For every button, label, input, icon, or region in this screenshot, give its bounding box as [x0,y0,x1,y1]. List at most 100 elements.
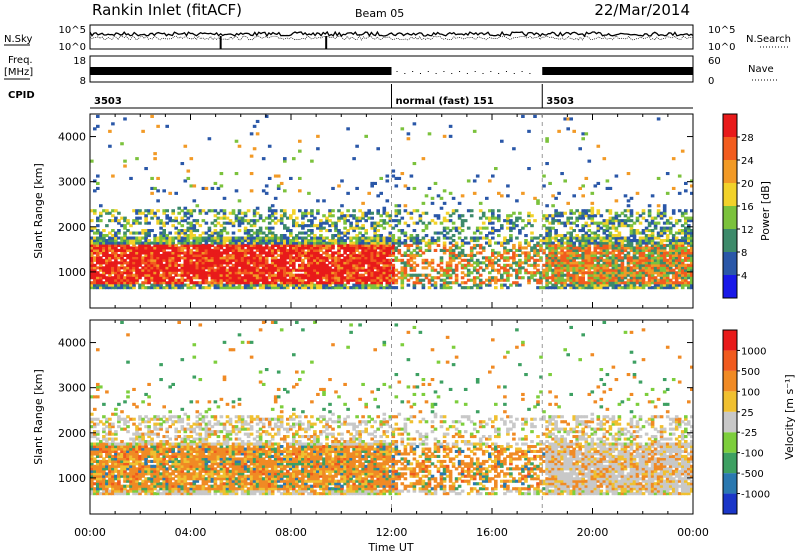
power-cell [319,243,323,247]
power-cell [469,258,474,262]
power-cell [340,216,344,220]
power-cell [364,258,368,262]
power-cell [343,278,347,282]
nave-dot [427,71,429,72]
power-cell [135,256,139,260]
power-cell [373,258,377,262]
power-cell [243,214,248,218]
velocity-cell [96,492,100,496]
power-cell [307,256,311,260]
power-cell [298,246,302,250]
power-cell [108,246,112,250]
power-cell [364,253,368,257]
power-cell [349,236,353,240]
power-cell [328,239,332,243]
power-cell [117,276,121,280]
power-cell [433,221,438,225]
power-cell [289,263,293,267]
power-colorbar-tick-label: 12 [741,225,754,236]
power-cell [237,253,242,257]
power-cell [650,231,655,235]
power-cell [445,261,450,265]
power-cell [409,253,414,257]
power-cell [656,231,661,235]
power-cell [614,216,619,220]
power-cell [662,276,667,280]
power-cell [584,241,589,245]
power-cell [141,243,145,247]
power-cell [684,276,688,280]
power-cell [687,253,691,257]
power-cell [403,231,408,235]
power-cell [358,261,362,265]
power-cell [352,241,356,245]
power-cell [207,281,212,285]
power-cell [644,241,649,245]
power-cell [90,243,94,247]
power-cell [593,258,598,262]
power-cell [264,191,269,195]
power-cell [512,268,516,272]
power-cell [485,236,489,240]
power-cell [162,246,166,250]
power-cell [439,273,444,277]
power-cell [361,248,365,252]
power-cell [536,248,540,252]
power-cell [231,236,236,240]
power-cell [379,236,383,240]
power-cell [596,261,601,265]
power-cell [394,204,399,208]
power-cell [204,271,209,275]
power-cell [319,261,323,265]
power-cell [572,236,576,240]
power-cell [126,239,130,243]
power-cell [216,248,221,252]
power-cell [671,211,676,215]
power-cell [126,246,130,250]
power-cell [135,236,139,240]
velocity-cell [105,447,109,451]
power-cell [364,239,368,243]
power-cell [316,239,320,243]
power-cell [319,229,323,233]
power-cell [180,236,185,240]
power-cell [198,256,203,260]
power-cell [249,234,254,238]
velocity-cell [105,432,109,436]
power-cell [668,283,673,287]
power-cell [267,239,272,243]
power-cell [225,221,230,225]
power-cell [111,278,115,282]
power-cell [286,256,290,260]
power-cell [614,271,619,275]
velocity-cell [114,459,118,463]
power-cell [114,263,118,267]
power-cell [551,258,555,262]
power-cell [578,186,582,190]
power-cell [255,219,260,223]
power-cell [261,236,266,240]
power-cell [608,268,613,272]
power-cell [159,278,163,282]
power-cell [566,248,570,252]
power-cell [506,226,510,230]
power-cell [207,243,212,247]
power-cell [578,236,582,240]
power-cell [566,231,570,235]
power-cell [361,253,365,257]
power-cell [183,231,188,235]
power-cell [662,268,667,272]
power-cell [132,243,136,247]
velocity-cell [108,489,112,493]
power-cell [469,286,474,290]
power-cell [494,268,498,272]
power-cell [283,189,287,193]
power-cell [494,167,498,171]
power-cell [246,261,251,265]
power-cell [162,256,166,260]
power-cell [162,271,166,275]
power-cell [189,243,194,247]
power-cell [249,248,254,252]
power-cell [451,209,456,213]
power-cell [276,273,281,277]
